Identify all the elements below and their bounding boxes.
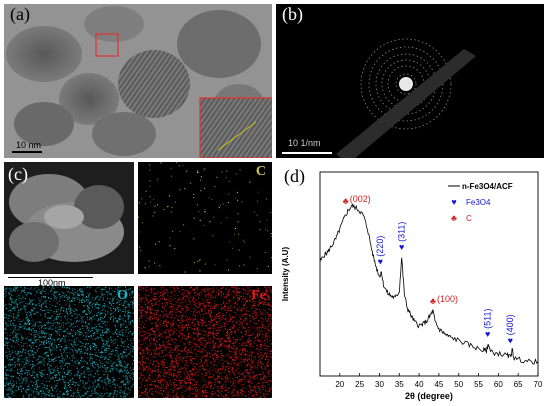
x-tick-label: 40 (415, 380, 424, 389)
panel-label-d: (d) (284, 166, 305, 186)
x-tick-label: 70 (534, 380, 543, 389)
scale-text-a: 10 nm (16, 140, 42, 150)
legend-label-series: n-Fe3O4/ACF (462, 182, 513, 191)
zoom-region-box (95, 33, 119, 57)
fe3o4-peak-marker: ♥ (378, 257, 383, 267)
carbon-peak-marker: ♣ (343, 196, 349, 206)
panel-c-haadf: (c) (4, 162, 134, 274)
element-label-o: O (117, 288, 128, 303)
x-tick-label: 45 (434, 380, 443, 389)
eds-map-c: C (138, 162, 272, 274)
panel-d-xrd: 20 25 30 35 40 45 50 55 60 65 70 2θ (degree) Intensi… (276, 162, 546, 402)
peak-label: (311) (397, 222, 407, 242)
scale-text-b: 10 1/nm (288, 138, 321, 148)
fe3o4-peak-marker: ♥ (508, 335, 513, 345)
legend-label-c: C (466, 214, 472, 223)
scale-bar-b (282, 152, 332, 154)
x-axis-label: 2θ (degree) (405, 391, 453, 401)
x-tick-label: 50 (454, 380, 463, 389)
element-label-fe: Fe (251, 288, 266, 303)
eds-map-o: O (4, 286, 134, 398)
peak-label: (511) (483, 308, 493, 328)
x-tick-label: 30 (375, 380, 384, 389)
y-axis-label: Intensity (A.U) (281, 247, 290, 302)
haadf-image (4, 162, 134, 274)
scale-bar-a (12, 151, 42, 153)
panel-label-c: (c) (8, 164, 28, 184)
panel-b-saed: (b) 10 1/nm (276, 4, 544, 158)
eds-map-fe: Fe (138, 286, 272, 398)
mapFe-dots (138, 286, 272, 398)
xrd-chart: 20 25 30 35 40 45 50 55 60 65 70 2θ (degree) Intensi… (281, 171, 543, 401)
plot-frame (319, 171, 539, 377)
lattice-measure-line (217, 121, 257, 151)
legend-marker-fe3o4: ♥ (451, 197, 456, 207)
fe3o4-peak-marker: ♥ (485, 329, 490, 339)
panel-label-b: (b) (282, 4, 303, 24)
mapO-dots (4, 286, 134, 398)
saed-pattern (282, 38, 476, 158)
x-tick-label: 60 (494, 380, 503, 389)
mapC-dots (138, 162, 272, 273)
panel-label-a: (a) (10, 4, 30, 24)
hrtem-image (4, 4, 272, 158)
x-tick-label: 35 (395, 380, 404, 389)
peak-label: (100) (437, 294, 458, 304)
zoom-inset (199, 97, 272, 158)
peak-label: (400) (505, 314, 515, 335)
scale-text-c: 100nm (38, 278, 66, 288)
scale-bar-c (8, 277, 93, 278)
fe3o4-peak-marker: ♥ (399, 242, 404, 252)
x-tick-label: 65 (514, 380, 523, 389)
panel-a-hrtem: (a) 10 nm (4, 4, 272, 158)
x-tick-label: 20 (335, 380, 344, 389)
legend-label-fe3o4: Fe3O4 (466, 198, 491, 207)
element-label-c: C (255, 164, 266, 179)
x-tick-label: 25 (355, 380, 364, 389)
peak-label: (002) (350, 194, 371, 204)
peak-label: (220) (375, 236, 385, 257)
x-tick-label: 55 (474, 380, 483, 389)
carbon-peak-marker: ♣ (430, 296, 436, 306)
xrd-series-line (319, 203, 539, 365)
legend-marker-c: ♣ (451, 213, 457, 223)
